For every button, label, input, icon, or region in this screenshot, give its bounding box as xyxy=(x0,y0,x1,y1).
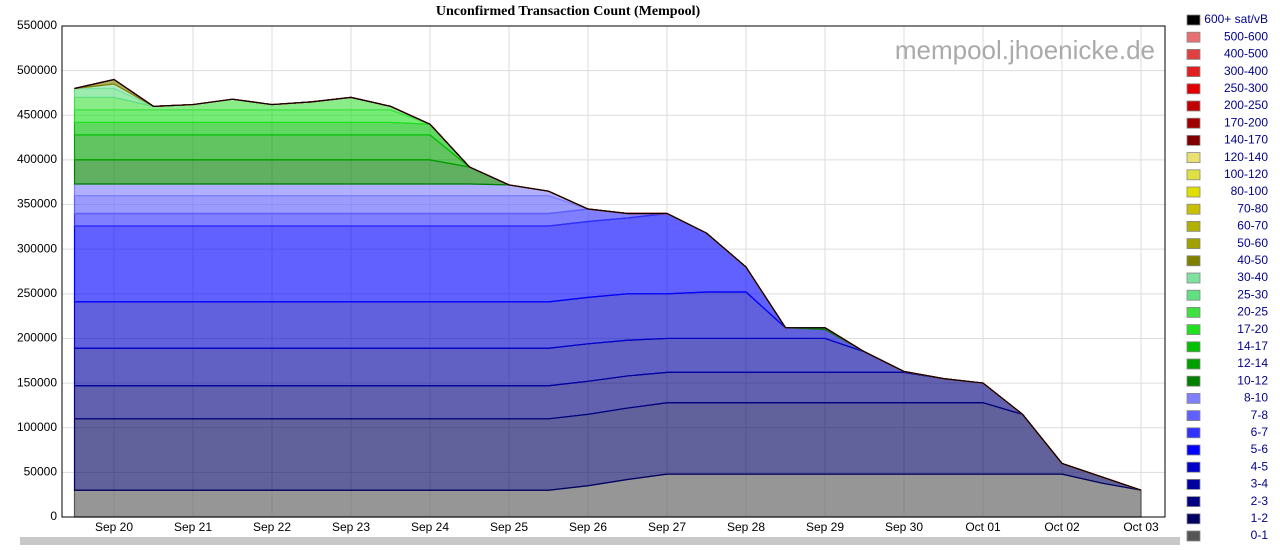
legend-label: 170-200 xyxy=(1224,115,1268,129)
legend-swatch xyxy=(1186,203,1201,215)
legend-label: 25-30 xyxy=(1237,287,1268,301)
x-tick-label: Sep 28 xyxy=(727,520,765,534)
legend-label: 2-3 xyxy=(1251,494,1269,508)
legend-label: 0-1 xyxy=(1251,528,1269,542)
legend-swatch xyxy=(1186,375,1201,387)
legend-label: 20-25 xyxy=(1237,305,1268,319)
legend-label: 14-17 xyxy=(1237,339,1268,353)
watermark: mempool.jhoenicke.de xyxy=(895,35,1155,65)
legend-swatch xyxy=(1186,152,1201,164)
y-tick-label: 150000 xyxy=(17,375,57,389)
legend: 600+ sat/vB 500-600 400-500 300-400 250-300 2… xyxy=(1186,12,1269,542)
legend-swatch xyxy=(1186,186,1201,198)
legend-swatch xyxy=(1186,272,1201,284)
x-tick-label: Sep 21 xyxy=(174,520,212,534)
y-tick-label: 350000 xyxy=(17,197,57,211)
legend-label: 4-5 xyxy=(1251,459,1269,473)
legend-label: 60-70 xyxy=(1237,219,1268,233)
x-tick-label: Sep 22 xyxy=(253,520,291,534)
legend-swatch xyxy=(1186,66,1201,77)
legend-label: 30-40 xyxy=(1237,270,1268,284)
x-tick-label: Oct 02 xyxy=(1044,520,1080,534)
y-tick-label: 450000 xyxy=(17,107,57,121)
x-tick-label: Sep 30 xyxy=(885,520,923,534)
legend-label: 50-60 xyxy=(1237,236,1268,250)
legend-label: 5-6 xyxy=(1251,442,1269,456)
legend-label: 200-250 xyxy=(1224,98,1268,112)
y-tick-label: 250000 xyxy=(17,286,57,300)
legend-swatch xyxy=(1186,49,1201,60)
y-tick-label: 100000 xyxy=(17,420,57,434)
legend-swatch xyxy=(1186,478,1201,490)
plot-frame xyxy=(61,25,1166,518)
y-tick-label: 50000 xyxy=(24,465,58,479)
legend-label: 140-170 xyxy=(1224,133,1268,147)
y-tick-label: 0 xyxy=(50,509,57,523)
x-tick-label: Sep 20 xyxy=(95,520,133,534)
legend-swatch xyxy=(1186,14,1201,26)
legend-swatch xyxy=(1186,427,1201,439)
x-tick-label: Sep 23 xyxy=(332,520,370,534)
legend-swatch xyxy=(1186,306,1201,318)
legend-label: 100-120 xyxy=(1224,167,1268,181)
legend-swatch xyxy=(1186,238,1201,250)
x-tick-label: Oct 01 xyxy=(965,520,1001,534)
x-tick-label: Sep 24 xyxy=(411,520,449,534)
y-tick-label: 500000 xyxy=(17,63,57,77)
x-tick-label: Sep 29 xyxy=(806,520,844,534)
legend-label: 3-4 xyxy=(1251,477,1269,491)
y-tick-label: 200000 xyxy=(17,331,57,345)
area-band xyxy=(74,78,1142,491)
legend-label: 10-12 xyxy=(1237,373,1268,387)
legend-swatch xyxy=(1186,444,1201,456)
x-tick-label: Oct 03 xyxy=(1123,520,1159,534)
legend-label: 17-20 xyxy=(1237,322,1268,336)
scrollbar[interactable] xyxy=(20,537,1180,545)
legend-swatch xyxy=(1186,530,1201,542)
y-tick-label: 300000 xyxy=(17,241,57,255)
legend-swatch xyxy=(1186,410,1201,422)
legend-label: 7-8 xyxy=(1251,408,1269,422)
legend-swatch xyxy=(1186,324,1201,336)
legend-swatch xyxy=(1186,496,1201,508)
legend-label: 70-80 xyxy=(1237,201,1268,215)
x-tick-label: Sep 25 xyxy=(490,520,528,534)
legend-swatch xyxy=(1186,392,1201,404)
legend-swatch xyxy=(1186,117,1201,129)
legend-label: 6-7 xyxy=(1251,425,1269,439)
legend-label: 8-10 xyxy=(1244,391,1268,405)
y-tick-label: 400000 xyxy=(17,152,57,166)
legend-swatch xyxy=(1186,461,1201,473)
legend-label: 40-50 xyxy=(1237,253,1268,267)
legend-label: 300-400 xyxy=(1224,64,1268,78)
legend-swatch xyxy=(1186,169,1201,181)
legend-label: 600+ sat/vB xyxy=(1204,12,1268,26)
x-tick-label: Sep 26 xyxy=(569,520,607,534)
legend-label: 120-140 xyxy=(1224,150,1268,164)
labels: 0 50000 100000 150000 200000 250000 300000 3500… xyxy=(17,18,1159,534)
legend-swatch xyxy=(1186,255,1201,267)
legend-label: 12-14 xyxy=(1237,356,1268,370)
y-tick-label: 550000 xyxy=(17,18,57,32)
legend-swatch xyxy=(1186,83,1201,95)
legend-swatch xyxy=(1186,31,1201,43)
legend-swatch xyxy=(1186,358,1201,370)
legend-swatch xyxy=(1186,289,1201,301)
legend-label: 1-2 xyxy=(1251,511,1269,525)
areas xyxy=(73,78,1142,518)
x-tick-label: Sep 27 xyxy=(648,520,686,534)
legend-swatch xyxy=(1186,220,1201,232)
legend-label: 80-100 xyxy=(1231,184,1269,198)
legend-label: 500-600 xyxy=(1224,29,1268,43)
legend-label: 250-300 xyxy=(1224,81,1268,95)
legend-swatch xyxy=(1186,341,1201,353)
chart-title: Unconfirmed Transaction Count (Mempool) xyxy=(436,4,701,19)
legend-swatch xyxy=(1186,100,1201,112)
legend-label: 400-500 xyxy=(1224,47,1268,61)
legend-swatch xyxy=(1186,513,1201,525)
legend-swatch xyxy=(1186,134,1201,146)
